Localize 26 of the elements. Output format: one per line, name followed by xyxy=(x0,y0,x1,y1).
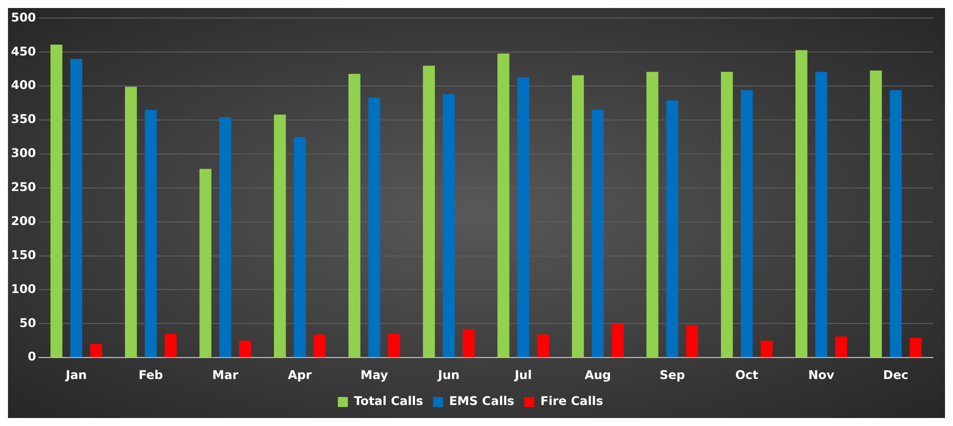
legend-label: Fire Calls xyxy=(540,394,604,408)
x-tick-label: Oct xyxy=(735,368,759,382)
y-tick-label: 300 xyxy=(10,146,36,160)
x-tick-label: Dec xyxy=(883,368,908,382)
x-tick-label: May xyxy=(360,368,388,382)
legend-label: EMS Calls xyxy=(449,394,514,408)
x-tick-label: Mar xyxy=(212,368,238,382)
y-tick-label: 400 xyxy=(10,78,36,92)
x-tick-label: Jul xyxy=(514,368,532,382)
x-tick-label: Jan xyxy=(64,368,87,382)
y-tick-label: 350 xyxy=(10,112,36,126)
y-tick-label: 450 xyxy=(10,44,36,58)
y-tick-label: 200 xyxy=(10,214,36,228)
x-tick-label: Aug xyxy=(584,368,611,382)
x-tick-label: Nov xyxy=(808,368,834,382)
y-tick-label: 500 xyxy=(10,10,36,24)
x-tick-label: Sep xyxy=(660,368,686,382)
x-tick-label: Jun xyxy=(436,368,460,382)
x-tick-label: Apr xyxy=(288,368,312,382)
y-tick-label: 100 xyxy=(10,282,36,296)
y-tick-label: 250 xyxy=(10,180,36,194)
x-tick-label: Feb xyxy=(138,368,164,382)
y-tick-label: 50 xyxy=(19,316,36,330)
legend-label: Total Calls xyxy=(354,394,424,408)
y-tick-label: 0 xyxy=(28,350,36,364)
y-tick-label: 150 xyxy=(10,248,36,262)
